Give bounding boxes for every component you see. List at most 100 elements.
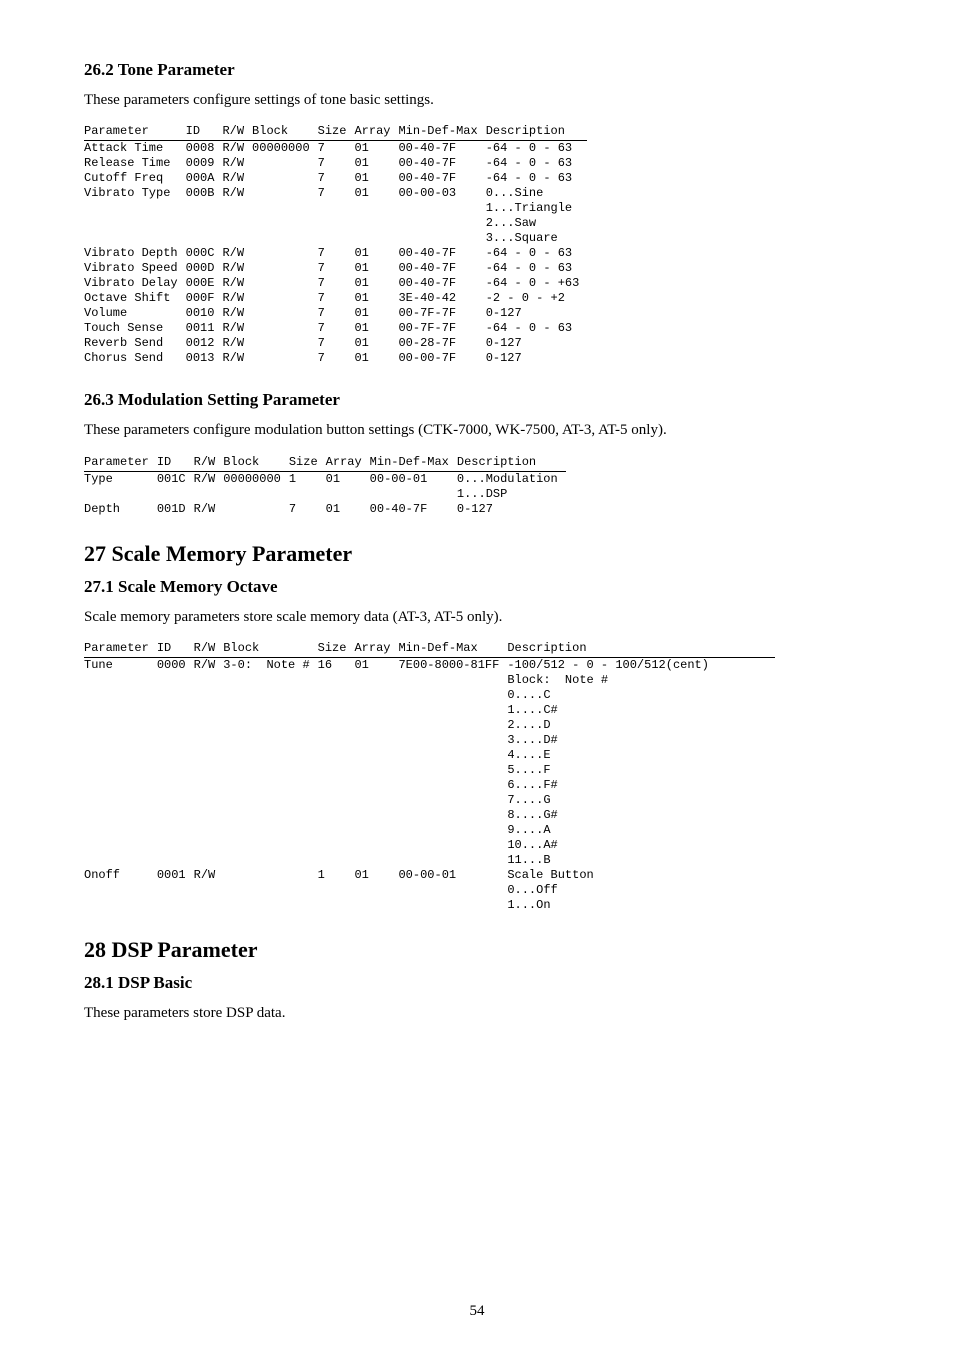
table-row: Vibrato Delay000ER/W70100-40-7F-64 - 0 -… <box>84 276 587 291</box>
table-header: Block <box>252 124 318 141</box>
table-cell: -64 - 0 - 63 <box>486 321 588 336</box>
table-cell <box>252 321 318 336</box>
table-cell: Type <box>84 471 157 502</box>
table-cell: R/W <box>222 246 252 261</box>
table-header: Parameter <box>84 124 186 141</box>
table-cell: 01 <box>354 261 398 276</box>
table-cell: 7 <box>318 336 355 351</box>
table-cell: -64 - 0 - 63 <box>486 141 588 157</box>
table-cell: 01 <box>354 156 398 171</box>
table-cell: 7 <box>318 321 355 336</box>
table-cell: 00-40-7F <box>398 171 485 186</box>
table-header: Array <box>354 641 398 658</box>
table-cell: 16 <box>318 657 355 868</box>
page: 26.2 Tone Parameter These parameters con… <box>0 0 954 1350</box>
table-cell: Chorus Send <box>84 351 186 366</box>
table-cell: 0011 <box>186 321 223 336</box>
table-cell: Scale Button0...Off1...On <box>507 868 775 913</box>
table-header: Block <box>223 455 289 472</box>
table-cell: R/W <box>194 868 224 913</box>
table-cell <box>252 291 318 306</box>
table-cell: 00-28-7F <box>398 336 485 351</box>
table-cell: 7 <box>318 171 355 186</box>
table-cell: 7 <box>318 156 355 171</box>
table-header: Size <box>318 124 355 141</box>
table-cell <box>223 502 289 517</box>
table-cell: 1 <box>318 868 355 913</box>
table-row: Onoff0001R/W10100-00-01Scale Button0...O… <box>84 868 775 913</box>
table-cell: -64 - 0 - 63 <box>486 156 588 171</box>
table-cell: R/W <box>222 186 252 246</box>
table-cell <box>252 306 318 321</box>
table-row: Type001CR/W0000000010100-00-010...Modula… <box>84 471 566 502</box>
table-cell: 0013 <box>186 351 223 366</box>
table-cell: R/W <box>222 351 252 366</box>
table-cell: 7 <box>289 502 326 517</box>
heading-26-2: 26.2 Tone Parameter <box>84 60 870 80</box>
table-cell <box>252 336 318 351</box>
table-cell: 000E <box>186 276 223 291</box>
table-cell: Vibrato Type <box>84 186 186 246</box>
table-cell: 0008 <box>186 141 223 157</box>
table-header: Description <box>457 455 566 472</box>
table-cell: 7E00-8000-81FF <box>398 657 507 868</box>
table-cell: 000B <box>186 186 223 246</box>
table-header: Array <box>354 124 398 141</box>
table-cell: 3E-40-42 <box>398 291 485 306</box>
table-cell: 3-0: Note # <box>223 657 317 868</box>
table-cell: 01 <box>354 657 398 868</box>
table-cell: 000F <box>186 291 223 306</box>
table-header: ID <box>157 641 194 658</box>
table-row: Chorus Send0013R/W70100-00-7F0-127 <box>84 351 587 366</box>
table-cell: -64 - 0 - 63 <box>486 246 588 261</box>
table-row: Octave Shift000FR/W7013E-40-42-2 - 0 - +… <box>84 291 587 306</box>
desc-28-1: These parameters store DSP data. <box>84 1003 870 1023</box>
table-cell: 00-00-01 <box>370 471 457 502</box>
table-cell <box>252 261 318 276</box>
table-cell: 7 <box>318 246 355 261</box>
table-cell: 0-127 <box>457 502 566 517</box>
table-cell: 000D <box>186 261 223 276</box>
table-cell: -2 - 0 - +2 <box>486 291 588 306</box>
table-cell: 00-40-7F <box>398 261 485 276</box>
table-cell: 00-00-01 <box>398 868 507 913</box>
table-cell: Volume <box>84 306 186 321</box>
table-cell: 01 <box>354 141 398 157</box>
table-cell: 7 <box>318 306 355 321</box>
table-cell: 00-7F-7F <box>398 306 485 321</box>
table-cell: 00-40-7F <box>398 141 485 157</box>
table-cell: Release Time <box>84 156 186 171</box>
table-row: Attack Time0008R/W0000000070100-40-7F-64… <box>84 141 587 157</box>
table-cell <box>252 156 318 171</box>
table-cell <box>252 171 318 186</box>
table-cell: -64 - 0 - 63 <box>486 261 588 276</box>
table-cell: 000C <box>186 246 223 261</box>
table-cell: R/W <box>222 156 252 171</box>
table-cell <box>223 868 317 913</box>
table-cell: 7 <box>318 351 355 366</box>
table-cell: 01 <box>326 471 370 502</box>
table-cell: 0001 <box>157 868 194 913</box>
table-cell: 00000000 <box>252 141 318 157</box>
table-header: Size <box>318 641 355 658</box>
table-26-3: ParameterIDR/WBlockSizeArrayMin-Def-MaxD… <box>84 455 566 517</box>
table-26-2: ParameterIDR/WBlockSizeArrayMin-Def-MaxD… <box>84 124 587 366</box>
page-number: 54 <box>0 1303 954 1320</box>
table-cell: R/W <box>194 657 224 868</box>
table-row: Release Time0009R/W70100-40-7F-64 - 0 - … <box>84 156 587 171</box>
table-cell: R/W <box>194 502 224 517</box>
table-cell: 7 <box>318 186 355 246</box>
table-row: Vibrato Depth000CR/W70100-40-7F-64 - 0 -… <box>84 246 587 261</box>
table-cell: Tune <box>84 657 157 868</box>
table-cell: 0-127 <box>486 336 588 351</box>
table-cell: R/W <box>222 141 252 157</box>
table-cell: R/W <box>194 471 224 502</box>
table-row: Vibrato Type000BR/W70100-00-030...Sine1.… <box>84 186 587 246</box>
table-cell: 001D <box>157 502 194 517</box>
table-cell: Cutoff Freq <box>84 171 186 186</box>
table-cell: 01 <box>326 502 370 517</box>
table-header: Size <box>289 455 326 472</box>
table-cell: 00-00-03 <box>398 186 485 246</box>
table-cell: 0000 <box>157 657 194 868</box>
table-header: Parameter <box>84 455 157 472</box>
